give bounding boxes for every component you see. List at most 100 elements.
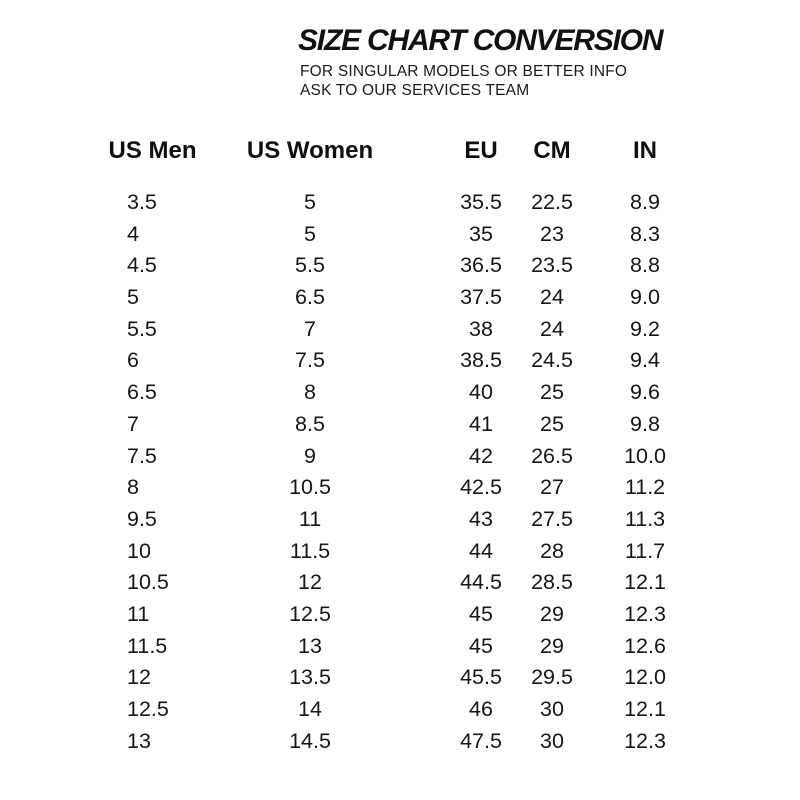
table-row: 11.5 13 45 29 12.6 xyxy=(95,631,703,663)
column-header-cm: CM xyxy=(533,137,571,164)
cell-us-men: 5 xyxy=(127,285,139,310)
cell-us-men: 13 xyxy=(127,728,151,753)
cell-us-men: 10 xyxy=(127,538,151,563)
cell-us-men: 9.5 xyxy=(127,506,157,531)
cell-us-men: 4.5 xyxy=(127,253,157,278)
cell-us-men: 12.5 xyxy=(127,697,169,721)
column-header-eu: EU xyxy=(464,137,498,164)
cell-cm: 23.5 xyxy=(531,253,573,278)
cell-in: 12.0 xyxy=(624,665,666,690)
cell-eu: 47.5 xyxy=(460,728,502,753)
cell-in: 10.0 xyxy=(624,443,666,468)
table-row: 8 10.5 42.5 27 11.2 xyxy=(95,472,703,504)
cell-in: 8.9 xyxy=(630,190,660,214)
cell-in: 12.1 xyxy=(624,570,666,595)
cell-us-women: 13.5 xyxy=(289,665,331,690)
cell-us-men: 6 xyxy=(127,348,139,373)
cell-cm: 25 xyxy=(540,411,564,436)
header-block: SIZE CHART CONVERSION FOR SINGULAR MODEL… xyxy=(298,24,768,100)
cell-in: 8.3 xyxy=(630,221,660,246)
cell-in: 9.2 xyxy=(630,316,660,341)
cell-us-men: 8 xyxy=(127,475,139,500)
cell-us-women: 12.5 xyxy=(289,601,331,626)
cell-us-women: 5 xyxy=(304,190,316,214)
table-row: 12 13.5 45.5 29.5 12.0 xyxy=(95,662,703,694)
cell-cm: 22.5 xyxy=(531,190,573,214)
cell-eu: 45 xyxy=(469,601,493,626)
cell-us-men: 6.5 xyxy=(127,380,157,405)
table-body: 3.5 5 35.5 22.5 8.9 4 5 35 23 8.3 4.5 5.5 36.5 23.5 8.… xyxy=(95,187,703,757)
table-header-row: US Men US Women EU CM IN xyxy=(95,135,703,167)
column-header-us-women: US Women xyxy=(246,137,374,164)
cell-eu: 36.5 xyxy=(460,253,502,278)
cell-us-men: 10.5 xyxy=(127,570,169,595)
cell-eu: 42 xyxy=(469,443,493,468)
cell-cm: 25 xyxy=(540,380,564,405)
cell-us-women: 10.5 xyxy=(289,475,331,500)
page-subtitle: FOR SINGULAR MODELS OR BETTER INFO ASK T… xyxy=(300,63,768,100)
cell-us-women: 7 xyxy=(304,316,316,341)
subtitle-line-2: ASK TO OUR SERVICES TEAM xyxy=(300,81,530,99)
cell-in: 12.3 xyxy=(624,728,666,753)
cell-cm: 30 xyxy=(540,697,564,721)
cell-us-women: 7.5 xyxy=(295,348,325,373)
table-row: 10.5 12 44.5 28.5 12.1 xyxy=(95,567,703,599)
table-row: 5.5 7 38 24 9.2 xyxy=(95,314,703,346)
cell-in: 12.6 xyxy=(624,633,666,658)
cell-eu: 44 xyxy=(469,538,493,563)
cell-in: 11.2 xyxy=(624,475,666,500)
cell-us-women: 6.5 xyxy=(295,285,325,310)
cell-in: 12.1 xyxy=(624,697,666,721)
cell-us-women: 9 xyxy=(304,443,316,468)
cell-in: 9.0 xyxy=(630,285,660,310)
cell-in: 9.6 xyxy=(630,380,660,405)
cell-us-women: 8.5 xyxy=(295,411,325,436)
cell-us-women: 12 xyxy=(298,570,322,595)
table-row: 6 7.5 38.5 24.5 9.4 xyxy=(95,345,703,377)
cell-eu: 42.5 xyxy=(460,475,502,500)
table-row: 12.5 14 46 30 12.1 xyxy=(95,694,703,726)
table-row: 13 14.5 47.5 30 12.3 xyxy=(95,726,703,758)
table-row: 7 8.5 41 25 9.8 xyxy=(95,409,703,441)
cell-in: 11.3 xyxy=(624,506,666,531)
cell-us-women: 14 xyxy=(298,697,322,721)
cell-in: 8.8 xyxy=(630,253,660,278)
table-row: 6.5 8 40 25 9.6 xyxy=(95,377,703,409)
cell-cm: 24 xyxy=(540,285,564,310)
cell-us-men: 4 xyxy=(127,221,139,246)
cell-eu: 45 xyxy=(469,633,493,658)
cell-eu: 46 xyxy=(469,697,493,721)
cell-eu: 44.5 xyxy=(460,570,502,595)
column-header-in: IN xyxy=(633,137,657,164)
cell-cm: 29 xyxy=(540,601,564,626)
cell-cm: 30 xyxy=(540,728,564,753)
cell-cm: 29 xyxy=(540,633,564,658)
cell-eu: 43 xyxy=(469,506,493,531)
cell-cm: 23 xyxy=(540,221,564,246)
cell-cm: 24 xyxy=(540,316,564,341)
cell-cm: 27 xyxy=(540,475,564,500)
cell-us-women: 5.5 xyxy=(295,253,325,278)
cell-cm: 29.5 xyxy=(531,665,573,690)
cell-us-men: 11.5 xyxy=(127,633,168,658)
cell-eu: 40 xyxy=(469,380,493,405)
cell-eu: 38.5 xyxy=(460,348,502,373)
cell-cm: 28.5 xyxy=(531,570,573,595)
table-row: 5 6.5 37.5 24 9.0 xyxy=(95,282,703,314)
cell-cm: 27.5 xyxy=(531,506,573,531)
cell-cm: 24.5 xyxy=(531,348,573,373)
cell-eu: 45.5 xyxy=(460,665,502,690)
cell-eu: 41 xyxy=(469,411,493,436)
size-conversion-table: US Men US Women EU CM IN 3.5 5 35.5 22.5 8.9… xyxy=(95,135,703,757)
cell-us-men: 11 xyxy=(127,601,150,626)
cell-eu: 37.5 xyxy=(460,285,502,310)
cell-us-men: 3.5 xyxy=(127,190,157,214)
cell-us-women: 13 xyxy=(298,633,322,658)
cell-in: 9.4 xyxy=(630,348,660,373)
table-row: 11 12.5 45 29 12.3 xyxy=(95,599,703,631)
table-row: 9.5 11 43 27.5 11.3 xyxy=(95,504,703,536)
table-row: 4.5 5.5 36.5 23.5 8.8 xyxy=(95,250,703,282)
cell-us-men: 12 xyxy=(127,665,151,690)
cell-eu: 35 xyxy=(469,221,493,246)
